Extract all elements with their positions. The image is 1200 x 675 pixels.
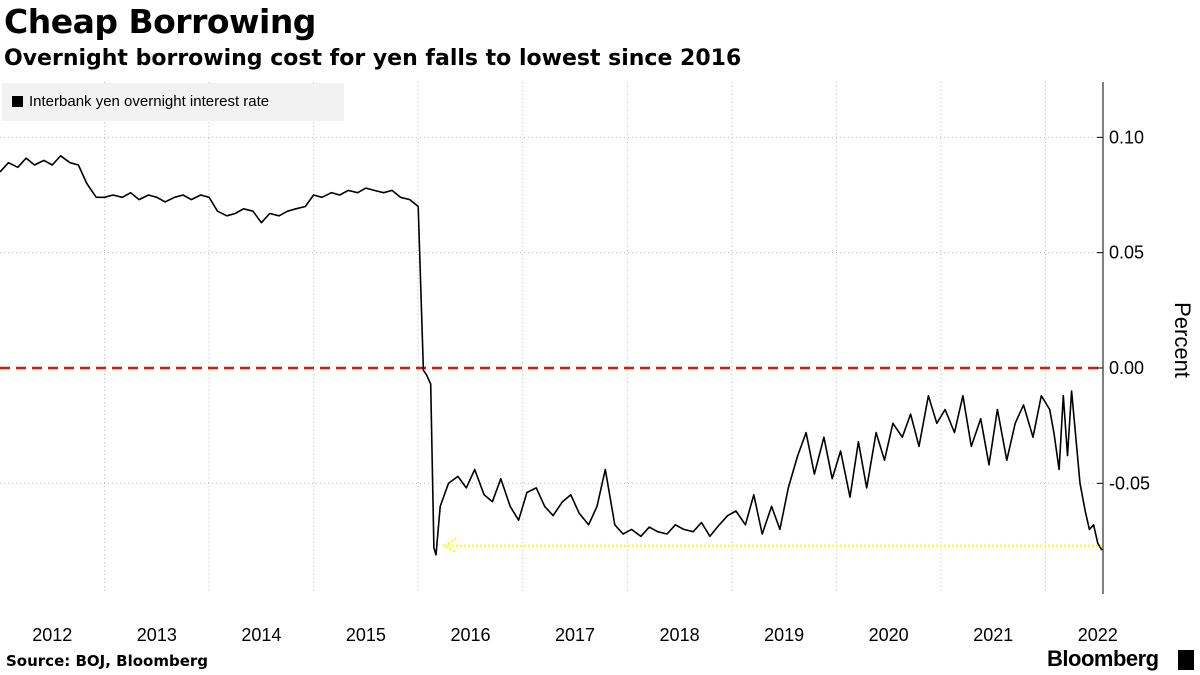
- x-tick-label: 2014: [241, 625, 281, 645]
- x-tick-label: 2013: [137, 625, 177, 645]
- x-tick-label: 2018: [660, 625, 700, 645]
- x-tick-label: 2022: [1078, 625, 1118, 645]
- bloomberg-logo: Bloomberg: [1047, 646, 1159, 671]
- bloomberg-logo-mark: [1178, 650, 1194, 670]
- arrow-head: [442, 537, 457, 554]
- chart-title: Cheap Borrowing: [4, 2, 316, 41]
- x-tick-label: 2017: [555, 625, 595, 645]
- chart-subtitle: Overnight borrowing cost for yen falls t…: [4, 46, 742, 71]
- y-tick-label: 0.10: [1109, 127, 1144, 147]
- x-tick-label: 2020: [869, 625, 909, 645]
- legend-label: Interbank yen overnight interest rate: [29, 93, 270, 110]
- x-tick-label: 2015: [346, 625, 386, 645]
- lowest-level-arrow: [442, 537, 1102, 554]
- y-tick-label: 0.00: [1109, 358, 1144, 378]
- x-tick-labels: 2012 2013 2014 2015 2016 2017 2018 2019 2020 2021…: [32, 625, 1118, 645]
- legend: Interbank yen overnight interest rate: [2, 83, 344, 121]
- y-tick-label: -0.05: [1109, 473, 1150, 493]
- x-tick-label: 2012: [32, 625, 72, 645]
- y-axis: [1097, 82, 1104, 594]
- x-tick-label: 2021: [973, 625, 1013, 645]
- y-tick-labels: 0.10 0.05 0.00 -0.05: [1109, 127, 1150, 493]
- gridlines: [0, 82, 1103, 594]
- y-tick-label: 0.05: [1109, 243, 1144, 263]
- y-axis-label: Percent: [1170, 302, 1195, 378]
- x-tick-label: 2019: [764, 625, 804, 645]
- legend-swatch: [12, 96, 23, 107]
- series-interbank-rate: [0, 155, 1103, 556]
- x-tick-label: 2016: [450, 625, 490, 645]
- series-line: [0, 155, 1103, 556]
- source-note: Source: BOJ, Bloomberg: [6, 652, 209, 670]
